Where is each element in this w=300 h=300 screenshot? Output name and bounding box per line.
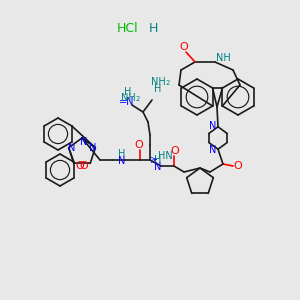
Text: O: O [75, 161, 84, 171]
Text: O: O [135, 140, 143, 150]
Text: NH: NH [151, 77, 165, 87]
Text: N: N [209, 145, 217, 155]
Text: N: N [154, 162, 162, 172]
Text: O: O [234, 161, 242, 171]
Text: H: H [124, 87, 132, 97]
Text: H: H [154, 155, 162, 165]
Text: N: N [118, 156, 126, 166]
Text: N: N [88, 143, 96, 153]
Text: H: H [118, 149, 126, 159]
Text: NH: NH [216, 53, 230, 63]
Text: N: N [209, 121, 217, 131]
Text: O: O [171, 146, 179, 156]
Text: 2: 2 [136, 96, 140, 102]
Text: =N: =N [119, 97, 135, 107]
Text: H: H [148, 22, 158, 34]
Text: N: N [68, 143, 75, 153]
Text: O: O [80, 161, 88, 171]
Text: NH: NH [121, 93, 135, 103]
Text: O: O [180, 42, 188, 52]
Text: HN: HN [158, 151, 172, 161]
Text: HCl: HCl [117, 22, 139, 34]
Text: 2: 2 [166, 80, 170, 86]
Text: H: H [154, 84, 162, 94]
Text: N: N [80, 137, 88, 147]
